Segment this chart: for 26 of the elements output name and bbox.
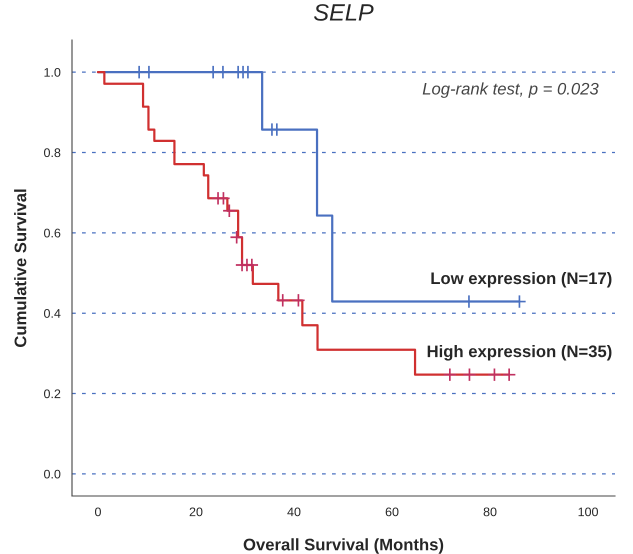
point — [442, 368, 457, 382]
y-tick-label: 1.0 — [44, 68, 60, 77]
annotation: Log-rank test, p = 0.023 — [422, 82, 599, 98]
point — [487, 368, 502, 382]
point — [502, 368, 516, 382]
point — [462, 368, 476, 382]
x-tick-label: 0 — [94, 507, 101, 516]
y-axis-title: Cumulative Survival — [14, 190, 26, 347]
y-tick-label: 0.8 — [44, 148, 60, 158]
x-tick-label: 60 — [386, 507, 398, 516]
x-tick-label: 20 — [190, 507, 202, 516]
point — [291, 293, 306, 308]
y-tick-label: 0.2 — [44, 389, 60, 398]
y-tick-label: 0.4 — [44, 309, 61, 318]
x-tick-label: 100 — [578, 507, 598, 516]
point — [230, 230, 244, 244]
y-tick-label: 0.0 — [44, 470, 60, 479]
point — [276, 293, 290, 308]
x-tick-label: 80 — [484, 507, 496, 516]
series-label: High expression (N=35) — [428, 344, 612, 361]
point — [222, 204, 236, 218]
chart-title: SELP — [314, 4, 374, 21]
y-tick-label: 0.6 — [44, 228, 60, 238]
series-label: Low expression (N=17) — [431, 272, 612, 288]
x-tick-label: 40 — [287, 507, 300, 516]
x-axis-title: Overall Survival (Months) — [244, 538, 444, 554]
